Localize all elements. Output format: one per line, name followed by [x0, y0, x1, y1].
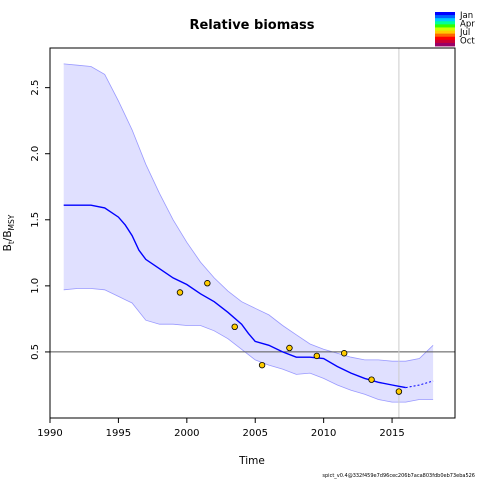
legend-color-swatch — [435, 12, 455, 16]
observation-point — [176, 289, 184, 296]
legend-month-label: Jul — [459, 28, 470, 38]
confidence-band — [63, 63, 434, 403]
reference-lines — [50, 48, 455, 418]
y-tick-label: 0.5 — [30, 344, 41, 360]
y-axis: 0.5 1.0 1.5 2.0 2.5 — [30, 80, 50, 360]
x-tick-label: 2015 — [379, 428, 404, 439]
ci-upper-line — [63, 63, 434, 362]
legend-color-swatch — [435, 24, 455, 28]
y-axis-title: Bt/BMSY — [2, 214, 16, 251]
series-lines — [63, 204, 434, 389]
y-tick-label: 1.5 — [30, 212, 41, 228]
x-tick-label: 1995 — [106, 428, 131, 439]
observation-point — [204, 280, 211, 287]
x-tick-label: 2005 — [243, 428, 268, 439]
observation-point — [286, 344, 293, 352]
observation-points — [176, 280, 403, 395]
x-axis: 1990 1995 2000 2005 2010 2015 — [37, 418, 405, 439]
legend-color-swatch — [435, 33, 455, 38]
observation-point — [340, 350, 348, 357]
legend-color-swatch — [435, 42, 455, 47]
version-footer: spict_v0.4@332f459e7d96cec206b7aca803fdb… — [322, 473, 475, 479]
legend-month-label: Oct — [460, 37, 475, 47]
observation-point — [313, 352, 321, 360]
legend-color-swatch — [435, 39, 455, 44]
y-tick-label: 2.0 — [30, 146, 41, 162]
legend-color-swatch — [435, 30, 455, 35]
x-axis-title: Time — [238, 455, 265, 467]
x-tick-label: 2010 — [311, 428, 336, 439]
observation-point — [231, 323, 238, 331]
legend-color-swatch — [435, 18, 455, 22]
legend-color-swatch — [435, 36, 455, 41]
legend-color-swatch — [435, 21, 455, 25]
legend-month-label: Jan — [459, 11, 473, 21]
y-tick-label: 1.0 — [30, 278, 41, 294]
forecast-line — [405, 380, 434, 389]
x-tick-label: 1990 — [37, 428, 62, 439]
ci-lower-line — [63, 288, 434, 403]
ci-band-area — [63, 63, 434, 403]
estimate-line — [63, 204, 406, 389]
observation-point — [368, 376, 375, 383]
chart-title: Relative biomass — [189, 18, 314, 33]
plot-frame — [49, 47, 456, 419]
observation-point — [395, 388, 403, 395]
legend-color-swatch — [435, 15, 455, 19]
y-tick-label: 2.5 — [30, 80, 41, 96]
x-tick-label: 2000 — [174, 428, 199, 439]
legend-color-swatch — [435, 27, 455, 31]
legend-month-label: Apr — [460, 20, 475, 30]
observation-point — [258, 361, 266, 369]
